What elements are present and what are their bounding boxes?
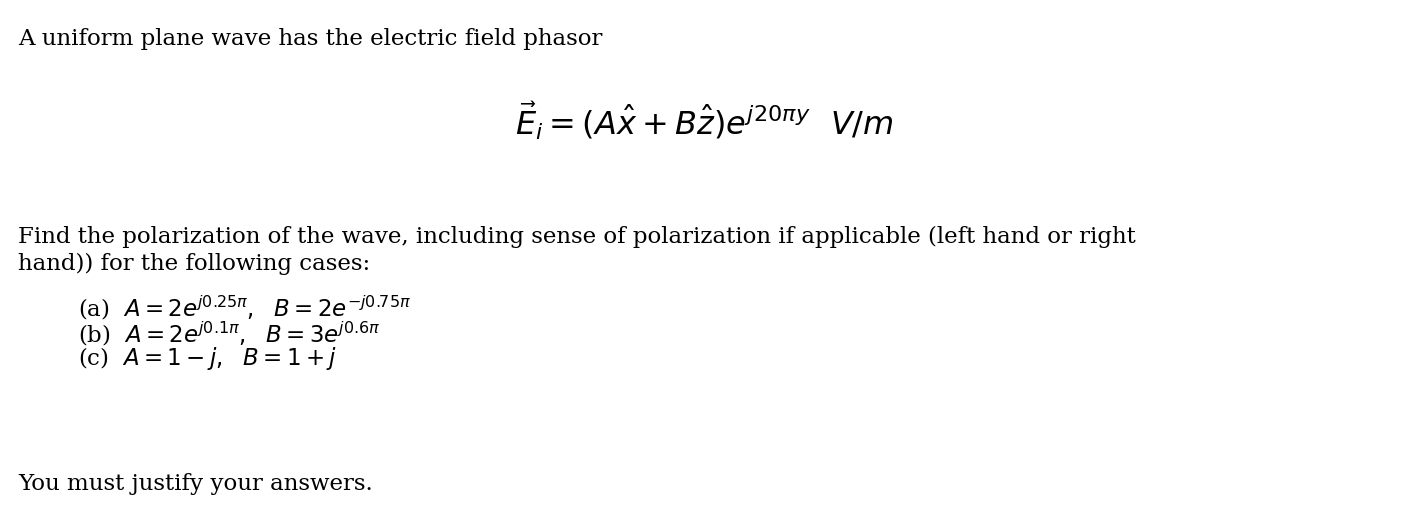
Text: hand)) for the following cases:: hand)) for the following cases:: [18, 253, 370, 275]
Text: Find the polarization of the wave, including sense of polarization if applicable: Find the polarization of the wave, inclu…: [18, 226, 1136, 248]
Text: $\vec{E}_i = (A\hat{x} + B\hat{z})e^{j20\pi y}\ \ V/m$: $\vec{E}_i = (A\hat{x} + B\hat{z})e^{j20…: [515, 100, 893, 142]
Text: You must justify your answers.: You must justify your answers.: [18, 473, 373, 495]
Text: (a)  $A = 2e^{j0.25\pi},\ \ B = 2e^{-j0.75\pi}$: (a) $A = 2e^{j0.25\pi},\ \ B = 2e^{-j0.7…: [77, 293, 411, 321]
Text: (c)  $A = 1-j,\ \ B = 1+j$: (c) $A = 1-j,\ \ B = 1+j$: [77, 345, 338, 372]
Text: (b)  $A = 2e^{j0.1\pi},\ \ B = 3e^{j0.6\pi}$: (b) $A = 2e^{j0.1\pi},\ \ B = 3e^{j0.6\p…: [77, 319, 380, 348]
Text: A uniform plane wave has the electric field phasor: A uniform plane wave has the electric fi…: [18, 28, 603, 50]
